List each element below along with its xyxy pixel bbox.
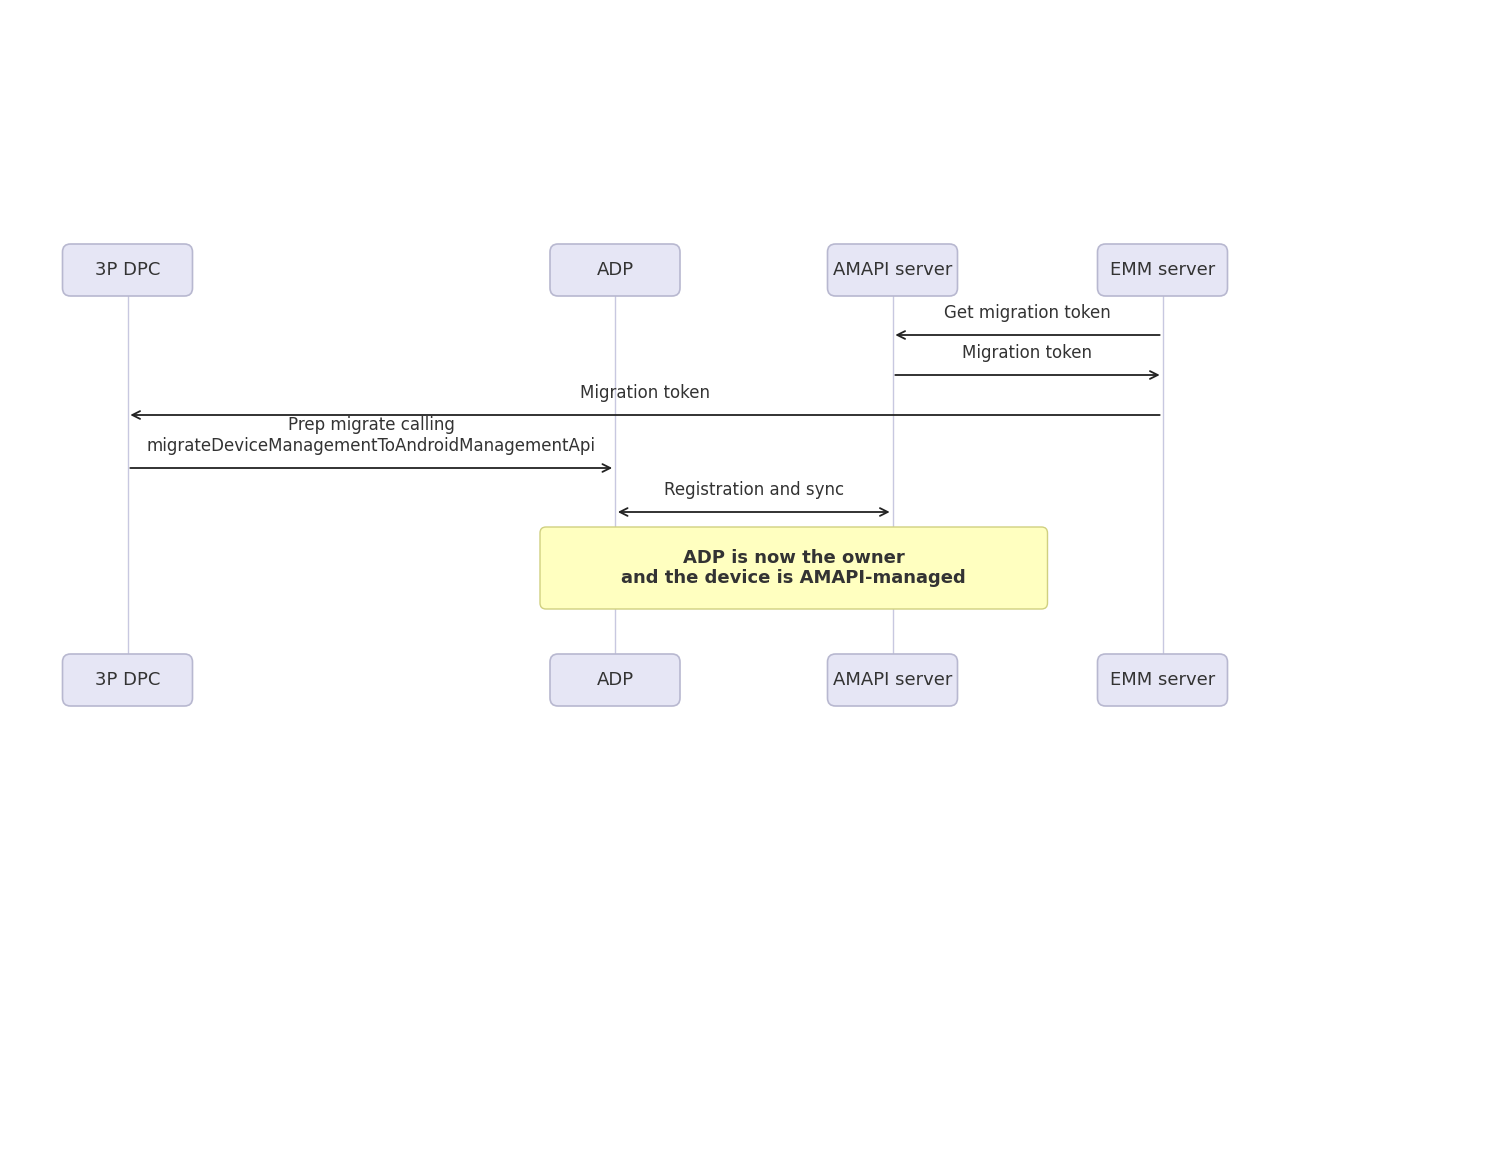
Text: Get migration token: Get migration token bbox=[944, 304, 1112, 321]
Text: ADP: ADP bbox=[597, 671, 633, 689]
Text: ADP: ADP bbox=[597, 261, 633, 279]
Text: 3P DPC: 3P DPC bbox=[94, 671, 160, 689]
FancyBboxPatch shape bbox=[828, 244, 957, 296]
Text: AMAPI server: AMAPI server bbox=[833, 671, 952, 689]
Text: ADP is now the owner
and the device is AMAPI-managed: ADP is now the owner and the device is A… bbox=[621, 548, 966, 587]
Text: AMAPI server: AMAPI server bbox=[833, 261, 952, 279]
Text: Prep migrate calling
migrateDeviceManagementToAndroidManagementApi: Prep migrate calling migrateDeviceManage… bbox=[147, 416, 596, 455]
FancyBboxPatch shape bbox=[63, 653, 192, 706]
Text: Migration token: Migration token bbox=[580, 383, 710, 402]
FancyBboxPatch shape bbox=[550, 653, 680, 706]
Text: Migration token: Migration token bbox=[963, 344, 1092, 362]
Text: EMM server: EMM server bbox=[1110, 261, 1215, 279]
FancyBboxPatch shape bbox=[63, 244, 192, 296]
FancyBboxPatch shape bbox=[540, 527, 1047, 609]
FancyBboxPatch shape bbox=[828, 653, 957, 706]
Text: EMM server: EMM server bbox=[1110, 671, 1215, 689]
FancyBboxPatch shape bbox=[1098, 653, 1227, 706]
Text: 3P DPC: 3P DPC bbox=[94, 261, 160, 279]
Text: Registration and sync: Registration and sync bbox=[663, 480, 844, 499]
FancyBboxPatch shape bbox=[550, 244, 680, 296]
FancyBboxPatch shape bbox=[1098, 244, 1227, 296]
